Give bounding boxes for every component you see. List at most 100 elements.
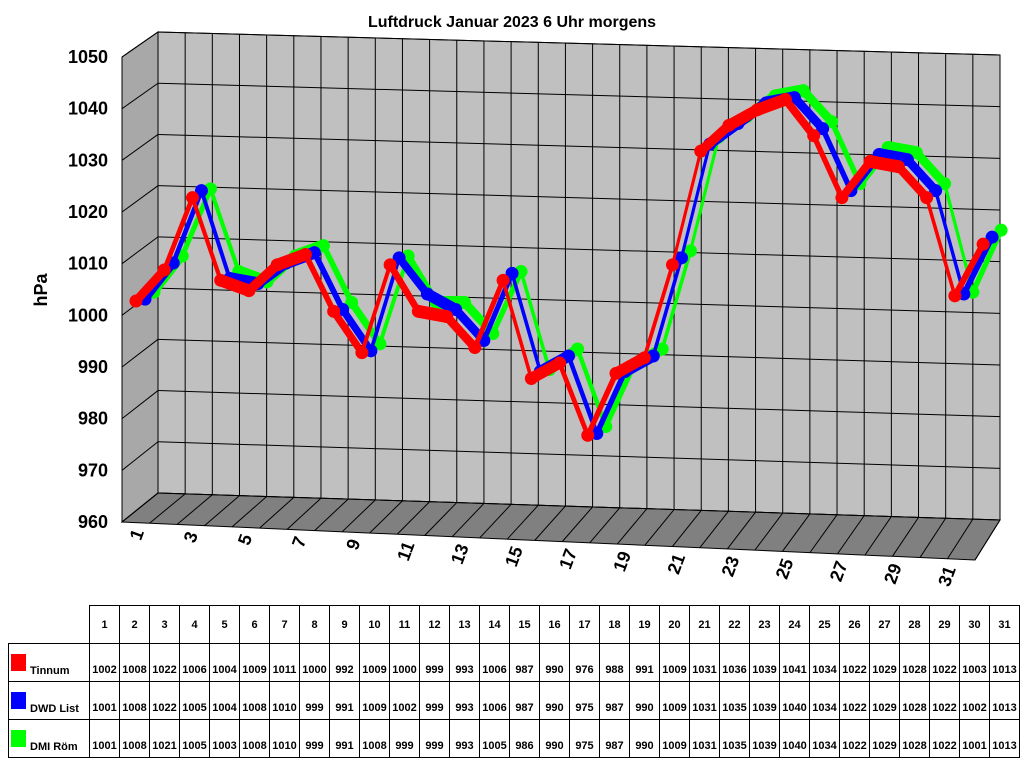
x-tick-label: 31 — [934, 563, 960, 589]
y-tick-label: 970 — [78, 460, 108, 480]
table-header-day: 28 — [899, 605, 930, 644]
table-cell-value: 1029 — [869, 681, 900, 720]
table-cell-value: 991 — [629, 643, 660, 682]
series-segment-dwd-list — [201, 184, 230, 285]
series-segment-tinnum — [898, 160, 927, 205]
y-tick-label: 1030 — [68, 150, 108, 170]
floor-line — [616, 508, 648, 545]
table-cell-value: 1008 — [359, 719, 390, 758]
y-tick-label: 1050 — [68, 47, 108, 67]
legend-swatch — [11, 654, 26, 671]
data-point — [807, 129, 821, 143]
y-tick-label: 980 — [78, 409, 108, 429]
table-cell-value: 993 — [449, 681, 480, 720]
gridline-left — [121, 134, 159, 161]
table-header-day: 30 — [959, 605, 990, 644]
data-point — [440, 310, 454, 323]
data-point — [327, 304, 341, 318]
table-cell-value: 1034 — [809, 643, 840, 682]
table-cell-value: 1003 — [209, 719, 240, 758]
series-segment-dwd-list — [907, 153, 936, 198]
series-segment-dmi-r-m — [803, 84, 832, 129]
table-cell-value: 987 — [599, 719, 630, 758]
table-cell-value: 987 — [509, 681, 540, 720]
table-cell-value: 1039 — [749, 643, 780, 682]
table-cell-value: 1006 — [179, 643, 210, 682]
table-cell-value: 976 — [569, 643, 600, 682]
series-segment-tinnum — [390, 258, 419, 318]
data-point — [674, 251, 688, 265]
table-cell-value: 986 — [509, 719, 540, 758]
y-tick-label: 1000 — [68, 305, 108, 325]
table-cell-value: 1006 — [479, 643, 510, 682]
x-tick-label: 29 — [880, 561, 906, 587]
table-cell-value: 1039 — [749, 681, 780, 720]
gridline-left — [121, 31, 159, 58]
series-segment-dwd-list — [455, 303, 484, 347]
floor-line — [974, 519, 1001, 561]
floor-line — [892, 517, 919, 557]
data-point — [505, 266, 519, 280]
series-segment-tinnum — [672, 144, 701, 272]
table-cell-value: 1010 — [269, 681, 300, 720]
table-header-day: 25 — [809, 605, 840, 644]
data-point — [129, 294, 143, 308]
table-corner — [9, 606, 90, 644]
table-cell-value: 975 — [569, 681, 600, 720]
series-segment-dwd-list — [399, 251, 428, 301]
data-point — [392, 251, 406, 265]
table-header-day: 14 — [479, 605, 510, 644]
data-point — [929, 184, 943, 198]
data-point — [920, 191, 934, 205]
series-segment-tinnum — [870, 155, 899, 174]
table-cell-value: 1005 — [479, 719, 510, 758]
data-point — [524, 372, 538, 385]
floor-line — [589, 507, 621, 544]
series-segment-dmi-r-m — [916, 146, 945, 191]
series-segment-dwd-list — [681, 137, 710, 265]
data-point — [355, 346, 369, 360]
gridline-left — [121, 185, 159, 213]
data-point — [825, 115, 839, 129]
floor-line — [176, 494, 213, 525]
gridline-back — [157, 492, 1001, 521]
table-header-day: 10 — [359, 605, 390, 644]
table-row: DMI Röm 1001 1008 1021 1005 1003 1008 1010 999 99… — [8, 719, 1020, 758]
series-segment-tinnum — [785, 93, 814, 143]
gridline-left — [121, 338, 159, 368]
y-tick-label: 1020 — [68, 202, 108, 222]
data-table: 1 2 3 4 5 6 7 8 9 10 11 12 13 14 15 16 17 18 19 20 21 22 23 24 2… — [8, 605, 1020, 758]
data-point — [458, 296, 472, 309]
table-header-day: 7 — [269, 605, 300, 644]
table-cell-value: 1009 — [659, 719, 690, 758]
data-point — [948, 289, 962, 303]
gridline-back — [157, 390, 1001, 418]
x-tick-label: 13 — [447, 541, 473, 567]
table-cell-value: 1022 — [149, 681, 180, 720]
y-axis-label: hPa — [31, 273, 51, 307]
table-header-day: 17 — [569, 605, 600, 644]
data-point — [976, 237, 990, 251]
floor-line — [479, 503, 512, 539]
floor-line — [754, 512, 784, 551]
table-cell-value: 1041 — [779, 643, 810, 682]
floor-line — [341, 499, 376, 533]
table-cell-value: 1022 — [929, 719, 960, 758]
table-header-day: 22 — [719, 605, 750, 644]
table-cell-value: 999 — [419, 719, 450, 758]
table-cell-value: 1009 — [359, 643, 390, 682]
x-tick-label: 19 — [609, 549, 635, 575]
table-cell-value: 1002 — [959, 681, 990, 720]
table-cell-value: 1000 — [299, 643, 330, 682]
series-segment-dwd-list — [314, 246, 343, 316]
gridline-left — [121, 441, 159, 471]
series-segment-dmi-r-m — [690, 130, 719, 258]
floor-line — [506, 504, 539, 540]
x-tick-label: 17 — [555, 546, 581, 572]
table-header-day: 12 — [419, 605, 450, 644]
series-segment-tinnum — [474, 273, 504, 354]
legend-entry: DMI Röm — [8, 719, 90, 758]
data-point — [938, 177, 952, 191]
floor-line — [726, 511, 756, 550]
